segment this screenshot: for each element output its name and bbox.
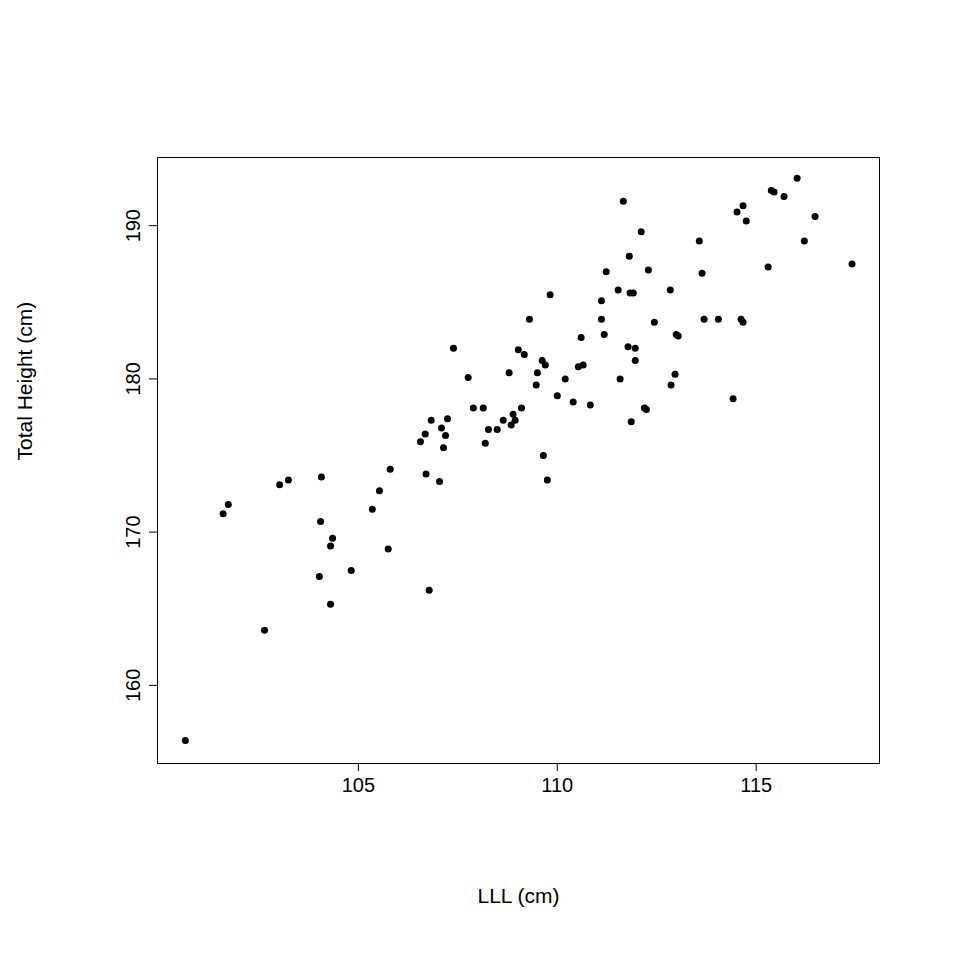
svg-text:180: 180 (122, 362, 144, 395)
svg-text:Total Height (cm): Total Height (cm) (13, 302, 36, 461)
svg-text:105: 105 (342, 774, 375, 796)
svg-text:115: 115 (740, 774, 772, 796)
svg-text:160: 160 (122, 669, 144, 702)
svg-text:170: 170 (122, 515, 144, 548)
svg-text:LLL (cm): LLL (cm) (477, 884, 559, 907)
svg-text:190: 190 (122, 209, 144, 242)
svg-text:110: 110 (541, 774, 573, 796)
